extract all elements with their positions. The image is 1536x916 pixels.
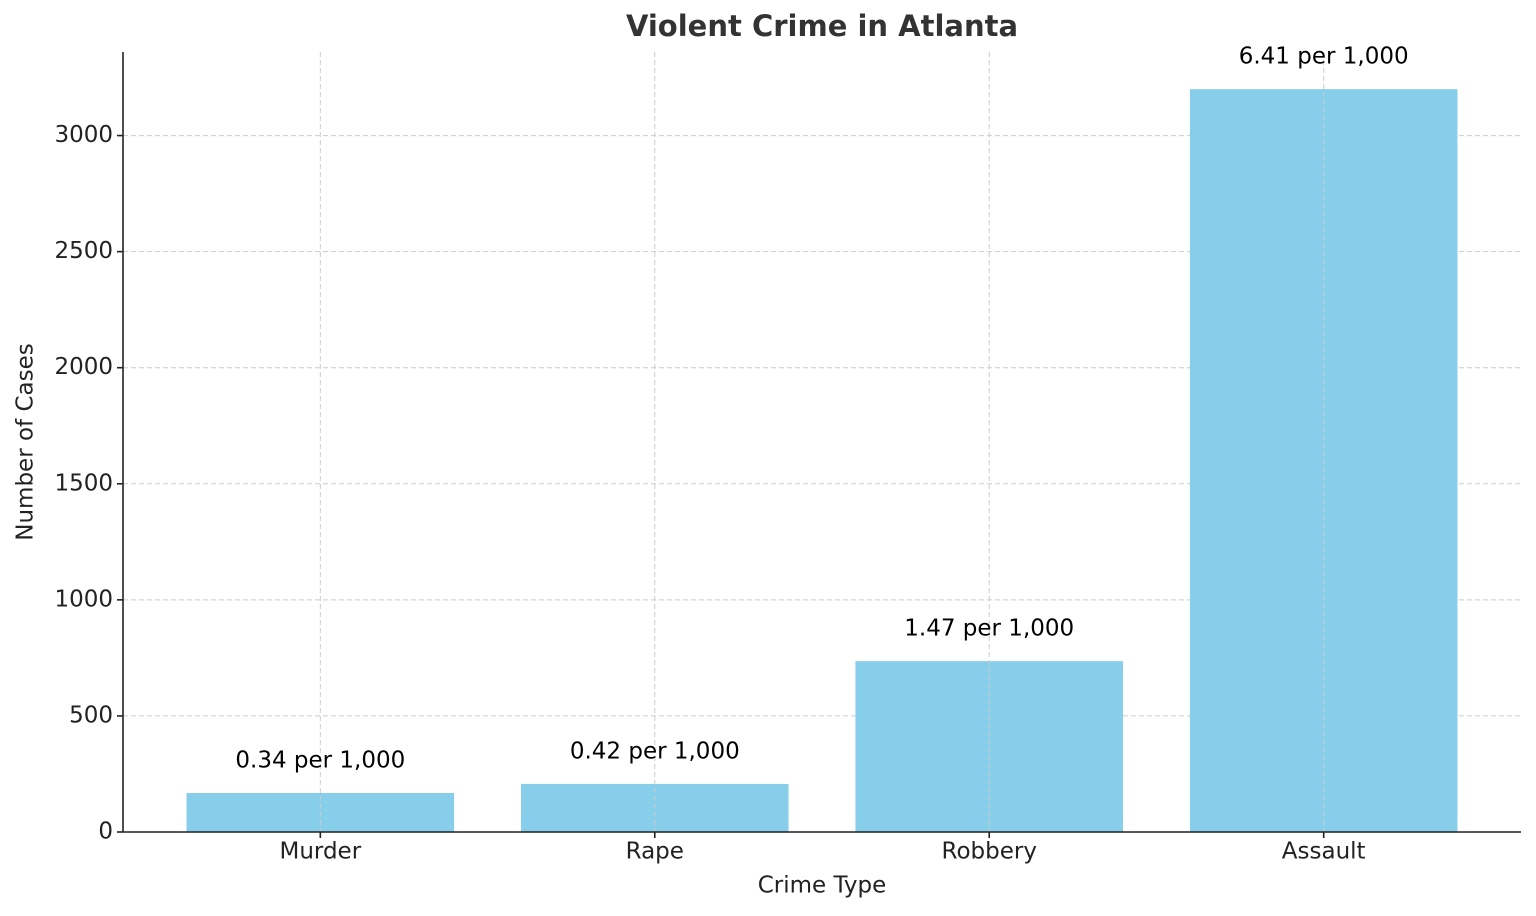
x-tick-label: Assault: [1282, 839, 1366, 865]
y-tick-label: 1000: [54, 586, 113, 612]
y-tick-label: 2500: [54, 238, 113, 264]
bar-annotation: 1.47 per 1,000: [904, 616, 1074, 642]
y-tick-label: 3000: [54, 122, 113, 148]
x-tick-label: Robbery: [942, 839, 1037, 865]
y-tick-label: 0: [98, 819, 113, 845]
x-axis-label: Crime Type: [758, 873, 887, 899]
y-tick-label: 2000: [54, 354, 113, 380]
x-tick-label: Rape: [626, 839, 684, 865]
bar-annotation: 0.34 per 1,000: [235, 748, 405, 774]
y-axis-label: Number of Cases: [13, 343, 39, 540]
bar-annotation: 0.42 per 1,000: [570, 738, 740, 764]
y-tick-label: 1500: [54, 470, 113, 496]
x-tick-label: Murder: [279, 839, 361, 865]
chart-title: Violent Crime in Atlanta: [626, 9, 1018, 43]
y-tick-label: 500: [69, 702, 113, 728]
bar-annotation: 6.41 per 1,000: [1239, 44, 1409, 70]
bar: [855, 661, 1124, 832]
